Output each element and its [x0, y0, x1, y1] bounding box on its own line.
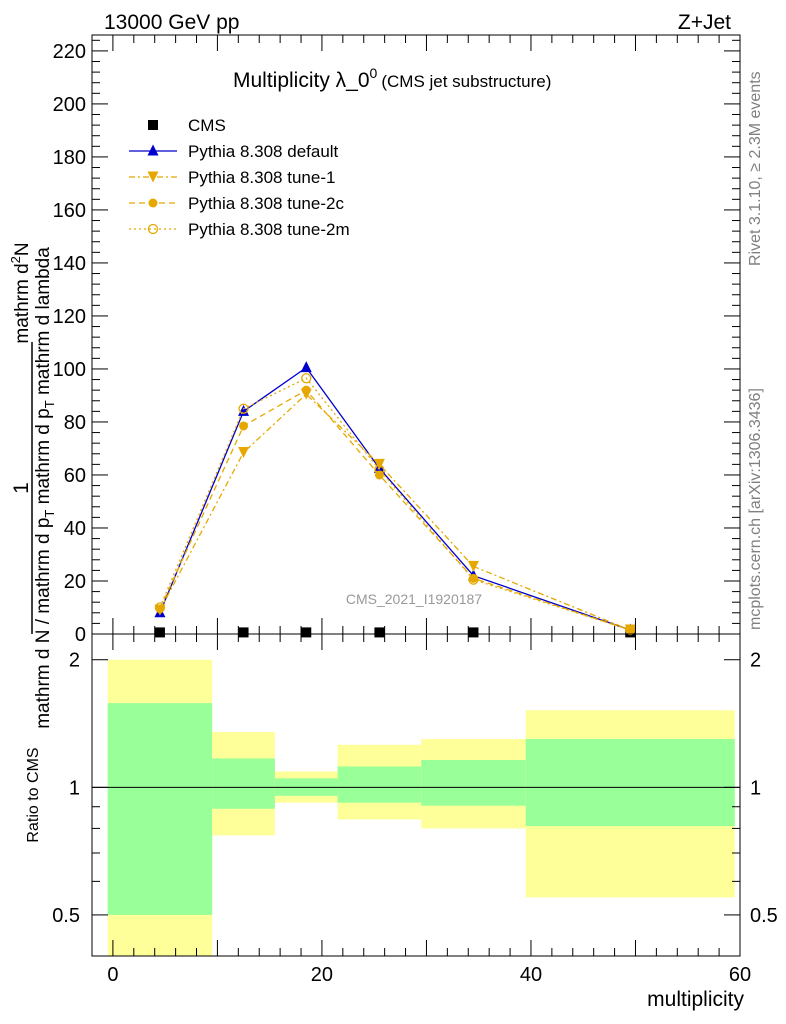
legend-marker-0	[148, 120, 158, 130]
y-tick-label-0: 0	[75, 624, 86, 646]
legend-marker-3	[148, 198, 158, 208]
main-title-sub: (CMS jet substructure)	[381, 72, 551, 91]
y-tick-label-3: 60	[64, 465, 86, 487]
data-point-s4-1	[238, 403, 249, 414]
y-tick-label-1: 20	[64, 571, 86, 593]
ratio-y-tick-label-right-1: 1	[750, 777, 761, 799]
legend-label-1: Pythia 8.308 default	[188, 142, 339, 161]
y-tick-label-2: 40	[64, 518, 86, 540]
data-point-s2-1	[238, 446, 250, 458]
legend-marker-1	[147, 144, 159, 156]
analysis-watermark: CMS_2021_I1920187	[346, 591, 482, 607]
y-tick-label-5: 100	[53, 359, 86, 381]
data-point-s2-4	[467, 560, 479, 572]
ylabel-mid-sub: T	[42, 510, 57, 518]
legend: CMS Pythia 8.308 default Pythia 8.308 tune…	[129, 116, 350, 239]
ratio-y-tick-label-left-1: 1	[69, 777, 80, 799]
series-line-3	[159, 389, 631, 631]
uncertainty-band-green-5	[525, 739, 735, 827]
ylabel-num: mathrm d	[12, 263, 33, 343]
data-point-s4-4	[468, 574, 479, 585]
x-tick-label-3: 60	[729, 964, 751, 986]
ylabel-num-sup: 2	[8, 256, 23, 263]
x-tick-label-2: 40	[520, 964, 542, 986]
data-point-s3-2	[301, 385, 311, 395]
uncertainty-band-green-3	[337, 766, 422, 803]
data-point-s0-2	[301, 627, 312, 638]
x-tick-label-0: 0	[107, 964, 118, 986]
legend-marker-4	[147, 223, 159, 235]
data-point-s0-1	[238, 627, 249, 638]
ratio-frame	[91, 633, 741, 957]
process-label: Z+Jet	[678, 11, 731, 34]
main-title: Multiplicity λ_00 (CMS jet substructure)	[233, 65, 551, 92]
legend-label-0: CMS	[188, 116, 226, 135]
ylabel-num-rest: N	[12, 242, 33, 256]
data-point-s3-3	[374, 470, 384, 480]
ylabel-top: 1	[10, 482, 33, 494]
data-point-s4-0	[154, 602, 166, 613]
main-series-layer	[154, 361, 636, 638]
y-tick-label-8: 160	[53, 200, 86, 222]
legend-label-2: Pythia 8.308 tune-1	[188, 168, 335, 187]
legend-label-3: Pythia 8.308 tune-2c	[188, 194, 344, 213]
x-tick-label-1: 20	[311, 964, 333, 986]
y-tick-label-10: 200	[53, 94, 86, 116]
main-ylabel: 1 mathrm d N / mathrm d pT mathrm d pT m…	[8, 242, 57, 728]
ylabel-mid2-sub: T	[42, 400, 57, 408]
ratio-y-tick-label-left-0: 0.5	[52, 905, 80, 927]
side-label-bottom: mcplots.cern.ch [arXiv:1306.3436]	[747, 388, 764, 630]
y-tick-label-9: 180	[53, 147, 86, 169]
y-tick-label-4: 80	[64, 412, 86, 434]
series-line-1	[159, 366, 631, 631]
ratio-plot-area	[107, 659, 735, 956]
uncertainty-band-green-0	[107, 703, 213, 915]
ratio-y-tick-label-left-2: 2	[69, 650, 80, 672]
ratio-y-tick-label-right-0: 0.5	[750, 905, 778, 927]
uncertainty-band-green-1	[212, 758, 275, 809]
data-point-s0-0	[154, 627, 165, 638]
legend-label-4: Pythia 8.308 tune-2m	[188, 220, 350, 239]
ratio-axes: 0.5 0.51 12 20 20 40 60	[52, 633, 778, 986]
data-point-s2-3	[373, 458, 385, 470]
data-point-s0-4	[468, 627, 479, 638]
uncertainty-band-green-4	[421, 760, 526, 806]
ylabel-mid2: mathrm d p	[33, 408, 54, 504]
ylabel-numerator: mathrm d2N	[8, 242, 33, 343]
y-tick-label-7: 140	[53, 253, 86, 275]
main-title-sup: 0	[370, 65, 378, 81]
data-point-s4-2	[301, 373, 312, 384]
data-point-s4-5	[625, 624, 636, 636]
y-tick-label-6: 120	[53, 306, 86, 328]
series-line-2	[159, 393, 631, 631]
ratio-ylabel: Ratio to CMS	[25, 747, 42, 842]
legend-marker-2	[147, 171, 159, 183]
data-point-s0-3	[374, 627, 385, 638]
data-point-s3-1	[239, 421, 249, 431]
main-title-text: Multiplicity λ_0	[233, 69, 370, 92]
data-point-s1-2	[300, 361, 312, 373]
energy-label: 13000 GeV pp	[104, 11, 239, 34]
data-point-s4-3	[374, 464, 385, 475]
ylabel-denominator: mathrm d N / mathrm d pT mathrm d pT mat…	[33, 247, 57, 729]
data-point-s1-1	[238, 404, 250, 416]
y-tick-label-11: 220	[53, 41, 86, 63]
ylabel-mid: mathrm d N / mathrm d p	[33, 518, 54, 729]
side-label-top: Rivet 3.1.10, ≥ 2.3M events	[747, 71, 764, 266]
x-axis-label: multiplicity	[647, 988, 744, 1011]
ylabel-mid2-rest: mathrm d lambda	[33, 247, 54, 395]
main-axes: 0 20 40 60 80 100 120 140 160 180 200 220	[53, 34, 741, 646]
ratio-y-tick-label-right-2: 2	[750, 650, 761, 672]
